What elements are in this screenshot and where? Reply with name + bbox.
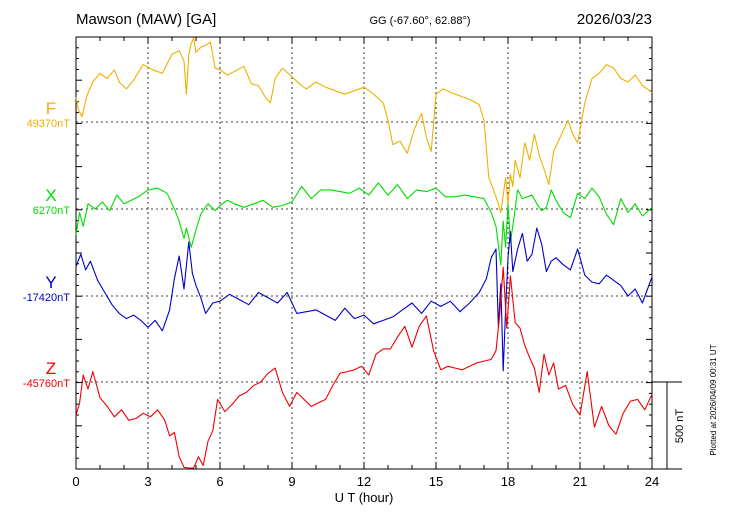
scale-bar-label: 500 nT — [674, 409, 686, 444]
component-y-baseline: -17420nT — [23, 292, 70, 304]
component-f-label: F — [46, 99, 56, 118]
x-tick-label: 18 — [501, 474, 515, 489]
trace-f — [75, 37, 653, 214]
x-tick-label: 6 — [216, 474, 223, 489]
component-x-label: X — [45, 186, 56, 205]
x-tick-label: 9 — [288, 474, 295, 489]
station-coordinates: GG (-67.60°, 62.88°) — [369, 15, 470, 27]
x-tick-label: 24 — [645, 474, 659, 489]
axis-ticks — [75, 36, 653, 470]
plotted-timestamp: Plotted at 2026/04/09 00:31 UT — [709, 344, 718, 455]
component-f-baseline: 49370nT — [27, 118, 71, 130]
component-x-baseline: 6270nT — [33, 205, 71, 217]
x-tick-label: 12 — [357, 474, 371, 489]
trace-x — [75, 182, 653, 266]
station-title: Mawson (MAW) [GA] — [76, 11, 216, 28]
x-tick-label: 15 — [429, 474, 443, 489]
x-tick-label: 3 — [144, 474, 151, 489]
trace-y — [75, 227, 653, 372]
trace-z — [75, 266, 653, 469]
x-axis-title: U T (hour) — [335, 490, 394, 505]
x-tick-label: 0 — [72, 474, 79, 489]
magnetic-traces — [75, 37, 653, 469]
grid-lines — [76, 37, 652, 469]
x-tick-labels: 0 3 6 9 12 15 18 21 24 — [72, 474, 659, 489]
scale-bar: 500 nT — [652, 381, 686, 470]
component-z-label: Z — [46, 359, 56, 378]
component-y-label: Y — [45, 273, 56, 292]
x-tick-label: 21 — [573, 474, 587, 489]
chart-date: 2026/03/23 — [577, 11, 652, 28]
component-z-baseline: -45760nT — [23, 378, 70, 390]
